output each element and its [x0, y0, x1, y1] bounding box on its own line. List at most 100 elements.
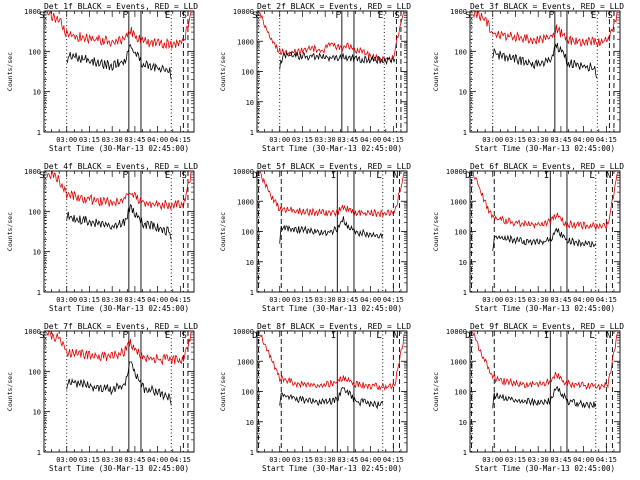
x-tick-label: 03:45	[124, 136, 145, 144]
x-tick-label: 03:00	[269, 296, 290, 304]
chart-panel: Det 6f BLACK = Events, RED = LLD 1 10 100 10…	[432, 162, 624, 313]
x-axis-label: Start Time (30-Mar-13 02:45:00)	[49, 464, 189, 473]
y-tick-label: 10	[246, 419, 254, 427]
y-tick-label: 10	[33, 249, 41, 257]
x-tick-label: 04:00	[360, 136, 381, 144]
chart-panel: Det 9f BLACK = Events, RED = LLD 1 10 100 10…	[432, 322, 624, 473]
y-axis-label: Counts/sec	[432, 372, 440, 411]
chart-title: Det 2f BLACK = Events, RED = LLD	[257, 2, 411, 11]
y-tick-label: 1	[37, 129, 41, 137]
y-tick-label: 100	[454, 389, 467, 397]
event-marker-label: I	[544, 171, 549, 181]
y-tick-label: 100	[241, 69, 254, 77]
chart-panel: Det 5f BLACK = Events, RED = LLD 1 10 100 10…	[219, 162, 411, 313]
x-tick-label: 03:45	[550, 296, 571, 304]
y-tick-label: 100	[28, 368, 41, 376]
chart-title: Det 8f BLACK = Events, RED = LLD	[257, 322, 411, 331]
x-tick-label: 03:45	[550, 456, 571, 464]
lld-series-line	[46, 171, 192, 211]
chart-title: Det 3f BLACK = Events, RED = LLD	[470, 2, 624, 11]
plot-frame	[256, 10, 408, 133]
event-marker-label: S	[39, 331, 44, 341]
event-marker-label: F	[122, 171, 127, 181]
x-tick-label: 03:00	[56, 136, 77, 144]
y-axis-label: Counts/sec	[6, 372, 14, 411]
chart-title: Det 7f BLACK = Events, RED = LLD	[44, 322, 198, 331]
x-tick-label: 03:45	[337, 456, 358, 464]
y-tick-label: 10	[459, 89, 467, 97]
y-tick-label: 100	[241, 229, 254, 237]
x-tick-label: 03:15	[292, 136, 313, 144]
chart-title: Det 6f BLACK = Events, RED = LLD	[470, 162, 624, 171]
y-tick-label: 1	[250, 129, 254, 137]
y-tick-label: 1000	[24, 328, 41, 336]
y-tick-label: 10	[33, 409, 41, 417]
event-marker-label: L	[376, 171, 381, 181]
x-tick-label: 03:30	[528, 296, 549, 304]
x-tick-label: 03:30	[315, 456, 336, 464]
x-tick-label: 03:30	[102, 296, 123, 304]
x-tick-label: 03:00	[269, 136, 290, 144]
y-axis-label: Counts/sec	[219, 372, 227, 411]
event-marker-label: D	[465, 331, 470, 341]
event-marker-label: E	[165, 11, 170, 21]
event-marker-label: I	[331, 171, 336, 181]
event-marker-label: N	[393, 331, 398, 341]
x-tick-label: 03:15	[79, 296, 100, 304]
chart-panel: Det 8f BLACK = Events, RED = LLD 1 10 100 10…	[219, 322, 411, 473]
event-marker-label: L	[376, 331, 381, 341]
lld-series-line	[472, 171, 618, 231]
y-axis-label: Counts/sec	[219, 52, 227, 91]
lld-series-line	[46, 331, 192, 366]
x-tick-label: 03:15	[505, 456, 526, 464]
x-axis-label: Start Time (30-Mar-13 02:45:00)	[49, 144, 189, 153]
events-series-line	[279, 51, 396, 70]
x-tick-label: 04:15	[383, 456, 404, 464]
y-tick-label: 100	[454, 229, 467, 237]
x-tick-label: 03:30	[102, 456, 123, 464]
x-tick-label: 04:15	[596, 136, 617, 144]
x-tick-label: 04:15	[596, 456, 617, 464]
chart-panel: Det 3f BLACK = Events, RED = LLD 1 10 100 10…	[432, 2, 624, 153]
events-series-line	[66, 43, 172, 80]
event-marker-label: S	[608, 11, 613, 21]
x-tick-label: 04:15	[383, 296, 404, 304]
x-tick-label: 04:00	[147, 456, 168, 464]
plot-frame	[469, 10, 621, 133]
y-axis-label: Counts/sec	[219, 212, 227, 251]
x-tick-label: 04:15	[170, 136, 191, 144]
event-marker-label: N	[606, 331, 611, 341]
lld-series-line	[472, 11, 618, 47]
event-marker-label: E	[165, 171, 170, 181]
y-tick-label: 1000	[450, 198, 467, 206]
event-marker-label: F	[122, 11, 127, 21]
event-marker-label: S	[252, 11, 257, 21]
x-tick-label: 03:30	[315, 296, 336, 304]
events-series-line	[279, 386, 384, 410]
x-tick-label: 04:00	[360, 456, 381, 464]
y-tick-label: 10000	[446, 168, 467, 176]
y-tick-label: 1	[250, 289, 254, 297]
chart-title: Det 9f BLACK = Events, RED = LLD	[470, 322, 624, 331]
chart-panel: Det 2f BLACK = Events, RED = LLD 1 10 100 10…	[219, 2, 411, 153]
y-tick-label: 10	[33, 89, 41, 97]
x-tick-label: 03:00	[269, 456, 290, 464]
x-tick-label: 04:00	[360, 296, 381, 304]
event-marker-label: N	[393, 171, 398, 181]
y-tick-label: 10000	[446, 328, 467, 336]
chart-title: Det 1f BLACK = Events, RED = LLD	[44, 2, 198, 11]
x-tick-label: 03:45	[550, 136, 571, 144]
event-marker-label: E	[378, 11, 383, 21]
x-axis-label: Start Time (30-Mar-13 02:45:00)	[475, 304, 615, 313]
events-series-line	[492, 227, 597, 251]
y-tick-label: 1000	[237, 198, 254, 206]
x-tick-label: 03:15	[79, 456, 100, 464]
x-tick-label: 03:30	[315, 136, 336, 144]
plot-frame	[43, 330, 195, 453]
x-axis-label: Start Time (30-Mar-13 02:45:00)	[262, 304, 402, 313]
x-tick-label: 03:30	[528, 136, 549, 144]
lld-series-line	[259, 333, 405, 392]
event-marker-label: L	[589, 171, 594, 181]
x-axis-label: Start Time (30-Mar-13 02:45:00)	[49, 304, 189, 313]
x-tick-label: 04:15	[170, 456, 191, 464]
